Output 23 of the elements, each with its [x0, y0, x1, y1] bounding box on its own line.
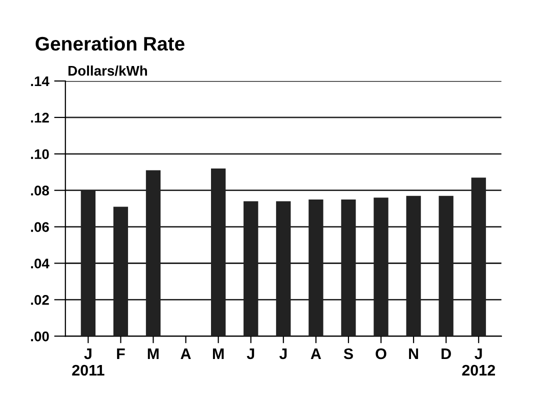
- x-tick-label: M: [212, 348, 224, 360]
- x-tick-label: S: [344, 348, 353, 360]
- x-tick-label: J: [279, 348, 287, 360]
- x-tick-label: J 2012: [462, 348, 496, 376]
- y-tick-label: .12: [31, 112, 49, 122]
- y-tick-label: .10: [31, 149, 49, 160]
- x-tick-label: A: [180, 348, 191, 360]
- x-tick-label: F: [117, 348, 125, 360]
- x-tick-label: J: [246, 348, 254, 360]
- y-axis-title: Dollars/kWh: [68, 66, 147, 76]
- x-tick-label: M: [148, 348, 159, 360]
- y-tick-label: .06: [31, 222, 49, 232]
- x-tick-label: N: [409, 348, 418, 360]
- y-tick-label: .00: [31, 331, 49, 342]
- y-tick-label: .08: [31, 186, 50, 196]
- x-tick-label: A: [310, 348, 322, 360]
- y-tick-label: .04: [31, 258, 50, 268]
- x-tick-label: D: [442, 348, 451, 360]
- y-tick-label: .14: [31, 76, 50, 86]
- chart-title: Generation Rate: [36, 36, 184, 51]
- x-tick-label: O: [376, 348, 386, 360]
- x-tick-label: J 2011: [72, 348, 104, 376]
- y-tick-label: .02: [31, 295, 49, 305]
